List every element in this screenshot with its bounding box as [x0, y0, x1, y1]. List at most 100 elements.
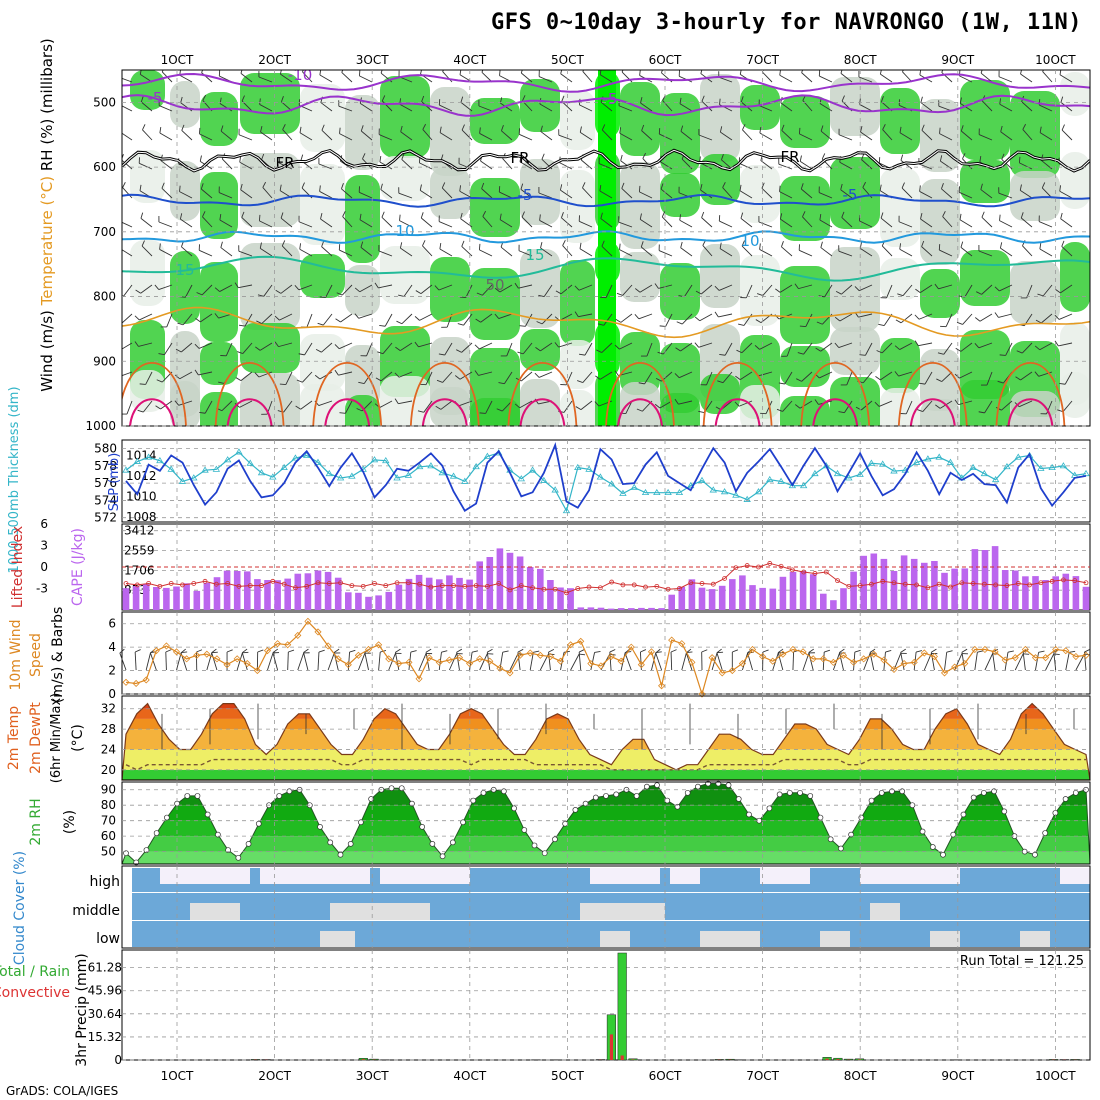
rh-shade-blob — [560, 260, 595, 346]
upper-wind-barb — [460, 102, 473, 112]
wind-barb-flag — [520, 183, 524, 190]
cape-bar — [718, 585, 726, 610]
upper-wind-barb — [341, 72, 353, 83]
upper-wind-barb — [219, 219, 233, 228]
wind-barb-flag — [115, 347, 120, 351]
wind-barb-flag — [296, 379, 303, 383]
upper-wind-barb — [143, 400, 153, 413]
upper-wind-barb — [601, 342, 613, 353]
upper-wind-barb — [438, 221, 453, 228]
upper-wind-barb — [700, 284, 713, 295]
thickness-point — [336, 474, 345, 481]
contour-label: 15 — [175, 261, 194, 279]
temp-contour-25 — [605, 362, 675, 426]
upper-wind-barb — [679, 219, 693, 228]
upper-wind-barb — [882, 129, 893, 141]
bottom-date-label: 9OCT — [941, 1069, 974, 1083]
thickness-point — [754, 488, 763, 495]
thickness-point — [449, 472, 458, 479]
cape-axis-label: CAPE (J/kg) — [70, 528, 86, 606]
thickness-point — [585, 465, 593, 472]
upper-wind-barb — [998, 192, 1013, 199]
thickness-point — [483, 452, 492, 459]
wind-barb-flag — [419, 184, 422, 191]
upper-wind-barb — [340, 160, 353, 170]
lifted-index-point — [123, 581, 129, 586]
wind-speed-point — [688, 658, 696, 666]
wind-barb-flag — [901, 182, 905, 189]
upper-wind-barb — [758, 105, 773, 112]
thickness-point — [664, 488, 672, 496]
wind-speed-point — [466, 659, 474, 668]
rh-shade-blob — [1010, 91, 1060, 178]
thickness-point — [144, 453, 153, 460]
cape-bar — [759, 587, 766, 610]
bottom-date-label: 4OCT — [453, 1069, 486, 1083]
cape-bar — [456, 577, 463, 610]
rh-point — [868, 797, 875, 804]
wind-barb-flag — [960, 241, 964, 248]
lifted-index-point — [157, 583, 163, 589]
upper-wind-barb — [662, 100, 673, 112]
upper-wind-barb — [1060, 284, 1073, 294]
rh-shade-blob — [780, 96, 830, 148]
upper-wind-barb — [440, 400, 453, 410]
thickness-point — [709, 486, 718, 493]
upper-wind-barb — [538, 192, 553, 199]
wind-speed-point — [435, 658, 443, 666]
temp-contour-30 — [519, 398, 566, 426]
wind-barb-flag — [840, 70, 843, 74]
upper-wind-barb — [122, 187, 133, 199]
wind-barb-flag — [280, 212, 284, 219]
wind-barb-flag — [861, 153, 865, 160]
upper-wind-barb — [945, 313, 953, 327]
surface-wind-barb — [624, 652, 632, 671]
lifted-index-point — [609, 579, 615, 585]
wind-barb-flag — [202, 94, 207, 101]
top-date-label: 5OCT — [551, 53, 584, 67]
upper-wind-barb — [881, 245, 893, 257]
wind-barb-flag — [180, 648, 187, 654]
lifted-index-point — [439, 583, 445, 589]
lifted-index-point — [293, 585, 298, 591]
upper-wind-barb — [641, 130, 653, 141]
surface-wind-barb — [954, 653, 963, 671]
rh-shade-blob — [200, 92, 238, 146]
rh-point — [276, 793, 283, 799]
upper-wind-barb — [1061, 246, 1073, 257]
thickness-point — [461, 477, 469, 484]
wind-barb-flag — [334, 344, 340, 350]
wind-barb-flag — [619, 243, 621, 250]
upper-wind-barb — [941, 188, 953, 199]
upper-wind-barb — [325, 284, 333, 298]
rh-point — [470, 797, 477, 804]
upper-wind-barb — [159, 132, 173, 141]
wind-barb-flag — [417, 410, 424, 413]
surface-wind-barb — [992, 652, 996, 671]
wind-barb-flag — [1042, 70, 1044, 72]
wind-barb-flag — [434, 285, 440, 291]
lifted-index-point — [722, 576, 727, 581]
lifted-index-point — [970, 581, 976, 586]
rh-shade-blob — [200, 262, 238, 342]
upper-wind-barb — [220, 130, 233, 141]
upper-wind-barb — [701, 217, 713, 228]
upper-wind-barb — [339, 342, 353, 350]
rh-point — [1062, 796, 1069, 802]
wind-barb-flag — [700, 70, 703, 74]
bottom-date-label: 7OCT — [746, 1069, 779, 1083]
rh-band — [122, 851, 1090, 864]
wind-barb-flag — [300, 154, 304, 161]
upper-wind-barb — [444, 342, 453, 356]
upper-wind-barb — [779, 74, 793, 83]
upper-wind-barb — [820, 247, 833, 257]
upper-wind-barb — [784, 371, 793, 385]
rh-shade-blob — [300, 84, 345, 152]
thickness-point — [167, 465, 175, 472]
lifted-index-point — [360, 583, 366, 589]
lifted-index-point — [473, 583, 479, 589]
wind-barb-flag — [874, 401, 880, 407]
lifted-index-point — [552, 586, 558, 592]
cape-bar — [971, 549, 979, 610]
